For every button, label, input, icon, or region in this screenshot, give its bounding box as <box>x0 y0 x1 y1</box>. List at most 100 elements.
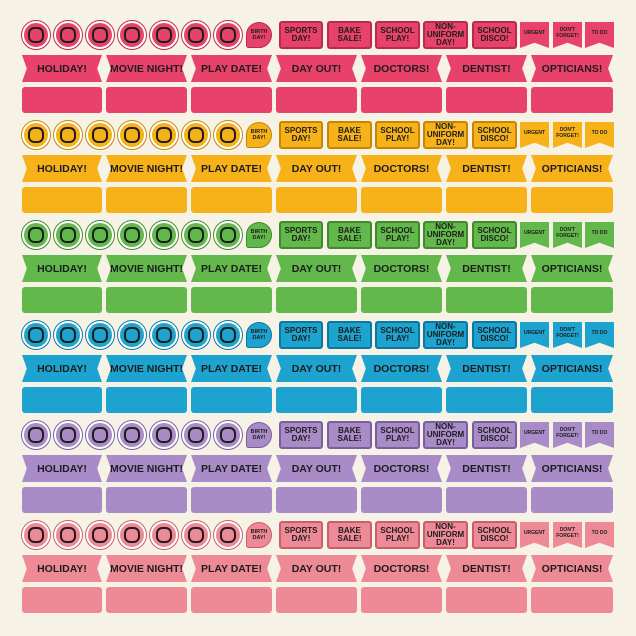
icon-sticker <box>182 221 210 249</box>
flag-sticker: URGENT <box>520 222 549 248</box>
flag-sticker: DON'T FORGET! <box>553 222 582 248</box>
label-sticker: NON-UNIFORM DAY! <box>423 21 468 49</box>
icon-sticker <box>182 421 210 449</box>
icon-sticker <box>214 421 242 449</box>
sticker-row: BIRTH DAY! SPORTS DAY! BAKE SALE! SCHOOL PL… <box>0 20 636 116</box>
icon-sticker <box>86 221 114 249</box>
icon-sticker <box>118 321 146 349</box>
label-sticker: BAKE SALE! <box>327 421 372 449</box>
icon-sticker <box>150 21 178 49</box>
icon-sticker <box>22 21 50 49</box>
icon-sticker <box>118 521 146 549</box>
icon-sticker <box>150 221 178 249</box>
banner-sticker: DENTIST! <box>446 555 527 582</box>
blank-sticker <box>276 287 357 313</box>
blank-sticker <box>361 187 442 213</box>
sticker-row: BIRTH DAY! SPORTS DAY! BAKE SALE! SCHOOL PL… <box>0 520 636 616</box>
flag-sticker: TO DO <box>585 422 614 448</box>
icon-sticker <box>22 221 50 249</box>
label-sticker: SCHOOL DISCO! <box>472 321 517 349</box>
label-sticker: NON-UNIFORM DAY! <box>423 121 468 149</box>
icon-sticker <box>54 521 82 549</box>
label-sticker: SPORTS DAY! <box>279 21 323 49</box>
blank-sticker <box>361 587 442 613</box>
banner-sticker: DAY OUT! <box>276 255 357 282</box>
label-sticker: BAKE SALE! <box>327 321 372 349</box>
icon-sticker <box>214 21 242 49</box>
icon-sticker <box>182 21 210 49</box>
label-sticker: SCHOOL DISCO! <box>472 221 517 249</box>
banner-sticker: OPTICIANS! <box>531 455 613 482</box>
blank-sticker <box>276 487 357 513</box>
banner-sticker: OPTICIANS! <box>531 555 613 582</box>
icon-sticker <box>86 321 114 349</box>
banner-sticker: PLAY DATE! <box>191 255 272 282</box>
label-sticker: SCHOOL PLAY! <box>375 521 420 549</box>
icon-sticker <box>22 421 50 449</box>
label-sticker: SCHOOL PLAY! <box>375 121 420 149</box>
blank-sticker <box>191 187 272 213</box>
blank-sticker <box>191 487 272 513</box>
label-sticker: SCHOOL DISCO! <box>472 21 517 49</box>
birthday-sticker: BIRTH DAY! <box>246 522 272 548</box>
blank-sticker <box>191 387 272 413</box>
banner-sticker: DOCTORS! <box>361 455 442 482</box>
flag-sticker: TO DO <box>585 22 614 48</box>
banner-sticker: HOLIDAY! <box>22 355 102 382</box>
sticker-row: BIRTH DAY! SPORTS DAY! BAKE SALE! SCHOOL PL… <box>0 220 636 316</box>
blank-sticker <box>22 287 102 313</box>
icon-sticker <box>86 121 114 149</box>
blank-sticker <box>191 587 272 613</box>
icon-sticker <box>118 21 146 49</box>
blank-sticker <box>22 487 102 513</box>
blank-sticker <box>106 187 187 213</box>
blank-sticker <box>531 387 613 413</box>
blank-sticker <box>191 87 272 113</box>
banner-sticker: OPTICIANS! <box>531 155 613 182</box>
blank-sticker <box>446 87 527 113</box>
label-sticker: SPORTS DAY! <box>279 321 323 349</box>
icon-sticker <box>150 121 178 149</box>
label-sticker: SPORTS DAY! <box>279 521 323 549</box>
label-sticker: NON-UNIFORM DAY! <box>423 421 468 449</box>
label-sticker: BAKE SALE! <box>327 21 372 49</box>
icon-sticker <box>150 521 178 549</box>
blank-sticker <box>106 487 187 513</box>
icon-sticker <box>214 321 242 349</box>
icon-sticker <box>86 421 114 449</box>
blank-sticker <box>531 587 613 613</box>
blank-sticker <box>191 287 272 313</box>
icon-sticker <box>54 321 82 349</box>
blank-sticker <box>106 87 187 113</box>
icon-sticker <box>214 221 242 249</box>
flag-sticker: TO DO <box>585 322 614 348</box>
label-sticker: NON-UNIFORM DAY! <box>423 321 468 349</box>
blank-sticker <box>276 387 357 413</box>
label-sticker: NON-UNIFORM DAY! <box>423 221 468 249</box>
label-sticker: BAKE SALE! <box>327 221 372 249</box>
flag-sticker: URGENT <box>520 422 549 448</box>
blank-sticker <box>276 87 357 113</box>
banner-sticker: OPTICIANS! <box>531 55 613 82</box>
blank-sticker <box>361 287 442 313</box>
label-sticker: SPORTS DAY! <box>279 121 323 149</box>
banner-sticker: HOLIDAY! <box>22 155 102 182</box>
banner-sticker: PLAY DATE! <box>191 455 272 482</box>
banner-sticker: DOCTORS! <box>361 355 442 382</box>
banner-sticker: MOVIE NIGHT! <box>106 555 187 582</box>
banner-sticker: OPTICIANS! <box>531 355 613 382</box>
label-sticker: SCHOOL DISCO! <box>472 521 517 549</box>
label-sticker: SCHOOL DISCO! <box>472 421 517 449</box>
sticker-row: BIRTH DAY! SPORTS DAY! BAKE SALE! SCHOOL PL… <box>0 320 636 416</box>
banner-sticker: HOLIDAY! <box>22 255 102 282</box>
birthday-sticker: BIRTH DAY! <box>246 22 272 48</box>
label-sticker: SCHOOL PLAY! <box>375 421 420 449</box>
birthday-sticker: BIRTH DAY! <box>246 322 272 348</box>
icon-sticker <box>118 421 146 449</box>
blank-sticker <box>22 387 102 413</box>
blank-sticker <box>446 287 527 313</box>
icon-sticker <box>54 221 82 249</box>
banner-sticker: DENTIST! <box>446 255 527 282</box>
label-sticker: SPORTS DAY! <box>279 221 323 249</box>
